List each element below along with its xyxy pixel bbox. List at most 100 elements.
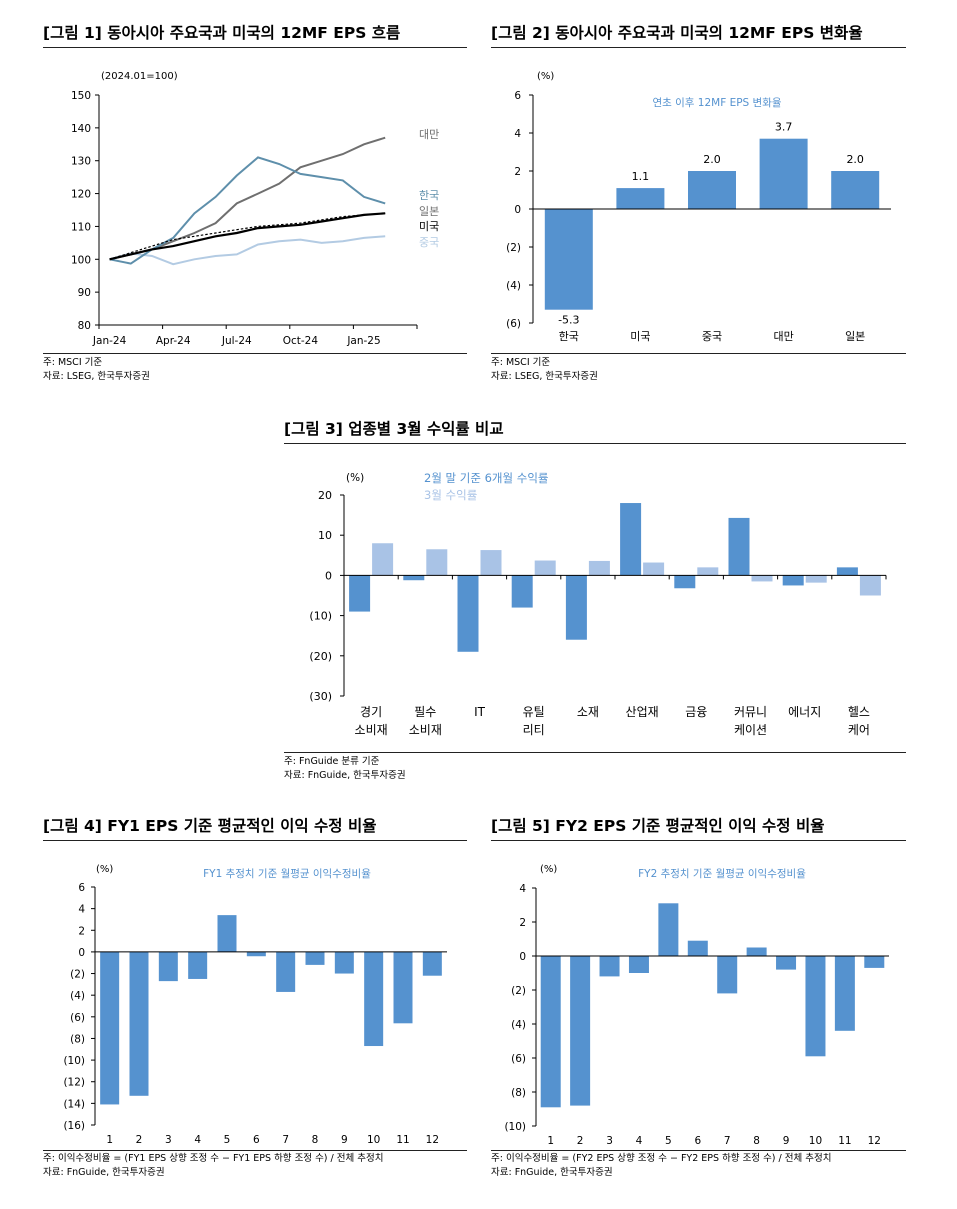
fig3-category-label: 필수 xyxy=(414,705,436,719)
fig3-category-label: 소비재 xyxy=(355,723,388,737)
fig4-bar xyxy=(334,951,354,974)
fig5-bar xyxy=(599,956,620,977)
fig1-y-tick-label: 130 xyxy=(71,156,91,168)
fig1-series-label: 미국 xyxy=(419,220,439,233)
fig5-category-label: 11 xyxy=(838,1135,851,1147)
fig3-category-label: 케어 xyxy=(848,723,870,737)
fig3-y-tick-label: 20 xyxy=(318,489,332,502)
fig2-category-label: 대만 xyxy=(773,330,793,343)
fig5-category-label: 6 xyxy=(694,1135,701,1147)
fig3-title-rule xyxy=(284,443,906,444)
fig1-series-line xyxy=(109,156,386,265)
fig1-title: [그림 1] 동아시아 주요국과 미국의 12MF EPS 흐름 xyxy=(43,24,401,42)
fig4-bar xyxy=(217,915,237,952)
fig3-bar xyxy=(751,575,773,582)
fig4-bar xyxy=(129,951,149,1096)
fig4-y-tick-label: 4 xyxy=(78,904,85,916)
fig4-bar xyxy=(422,951,442,976)
fig1-x-tick-label: Jul-24 xyxy=(221,335,252,347)
fig1-series-label: 중국 xyxy=(419,236,439,249)
fig5-bar xyxy=(687,940,708,956)
fig4-note: 주: 이익수정비율 = (FY1 EPS 상향 조정 수 − FY1 EPS 하… xyxy=(43,1153,384,1164)
fig5-category-label: 9 xyxy=(783,1135,790,1147)
fig3-category-label: 경기 xyxy=(360,705,382,719)
fig1-series-line xyxy=(109,212,386,261)
fig3-category-label: 에너지 xyxy=(788,705,821,719)
fig2-bar xyxy=(544,209,593,310)
fig3-y-tick-label: (20) xyxy=(309,650,332,663)
fig3-category-label: 유틸 xyxy=(523,705,545,719)
fig2-value-label: 1.1 xyxy=(632,170,650,183)
fig3-title: [그림 3] 업종별 3월 수익률 비교 xyxy=(284,420,504,438)
fig1-y-tick-label: 100 xyxy=(71,254,91,266)
fig3-note: 주: FnGuide 분류 기준 xyxy=(284,756,380,767)
fig3-bar xyxy=(674,575,696,589)
fig4-y-tick-label: (10) xyxy=(63,1055,85,1067)
fig3-y-tick-label: (10) xyxy=(309,610,332,623)
fig1-series-label: 일본 xyxy=(419,204,439,218)
fig2-chart: (%) 연초 이후 12MF EPS 변화율 6 4 2 0 (2) (4) (6) -5.3 한국… xyxy=(506,71,891,343)
fig5-bar xyxy=(805,956,826,1057)
fig5-y-tick-label: (8) xyxy=(511,1087,526,1099)
fig3-bar xyxy=(457,575,479,652)
fig4-category-label: 4 xyxy=(194,1134,201,1146)
fig3-bar xyxy=(697,567,719,576)
fig2-bottom-rule xyxy=(491,353,906,354)
fig5-bar xyxy=(658,903,679,956)
fig2-y-tick-label: 4 xyxy=(514,128,521,140)
fig4-category-label: 12 xyxy=(426,1134,439,1146)
fig3-bar xyxy=(643,562,665,576)
fig3-bar xyxy=(349,575,371,612)
fig3-y-tick-label: 0 xyxy=(325,569,332,582)
fig4-category-label: 10 xyxy=(367,1134,380,1146)
fig1-series-line xyxy=(109,235,386,266)
fig3-bar xyxy=(805,575,827,583)
fig5-bar xyxy=(717,956,738,994)
fig5-y-tick-label: 0 xyxy=(519,951,526,963)
fig1-chart: (2024.01=100) 80 90 100 110 120 130 140 150 Jan-2… xyxy=(71,71,439,347)
fig4-y-tick-label: (16) xyxy=(63,1120,85,1132)
fig2-y-tick-label: (2) xyxy=(506,242,521,254)
fig3-category-label: 헬스 xyxy=(848,705,870,719)
fig3-category-label: 소재 xyxy=(577,705,599,719)
fig2-note: 주: MSCI 기준 xyxy=(491,357,551,368)
fig3-panel: [그림 3] 업종별 3월 수익률 비교 xyxy=(284,418,906,444)
fig5-category-label: 12 xyxy=(868,1135,881,1147)
fig4-y-tick-label: (8) xyxy=(70,1033,85,1045)
fig4-bottom-rule xyxy=(43,1150,467,1151)
fig2-category-label: 미국 xyxy=(630,330,650,343)
fig5-y-tick-label: 2 xyxy=(519,917,526,929)
fig5-category-label: 8 xyxy=(753,1135,760,1147)
fig4-y-tick-label: 2 xyxy=(78,925,85,937)
fig4-category-label: 5 xyxy=(224,1134,231,1146)
fig1-title-rule xyxy=(43,47,467,48)
fig4-y-tick-label: (12) xyxy=(63,1077,85,1089)
fig1-y-tick-label: 140 xyxy=(71,123,91,135)
fig2-bar xyxy=(831,171,880,209)
fig1-y-tick-label: 120 xyxy=(71,189,91,201)
fig3-bar xyxy=(782,575,804,586)
fig3-bar xyxy=(534,560,556,576)
fig3-y-tick-label: (30) xyxy=(309,690,332,703)
fig5-panel: [그림 5] FY2 EPS 기준 평균적인 이익 수정 비율 xyxy=(491,815,906,841)
fig4-title-rule xyxy=(43,840,467,841)
fig4-title: [그림 4] FY1 EPS 기준 평균적인 이익 수정 비율 xyxy=(43,817,377,835)
fig2-y-tick-label: (6) xyxy=(506,318,521,330)
fig4-bar xyxy=(158,951,178,982)
fig5-title: [그림 5] FY2 EPS 기준 평균적인 이익 수정 비율 xyxy=(491,817,825,835)
fig2-panel: [그림 2] 동아시아 주요국과 미국의 12MF EPS 변화율 xyxy=(491,22,906,48)
fig4-category-label: 6 xyxy=(253,1134,260,1146)
fig1-bottom-rule xyxy=(43,353,467,354)
fig5-note: 주: 이익수정비율 = (FY2 EPS 상향 조정 수 − FY2 EPS 하… xyxy=(491,1153,832,1164)
fig1-note: 주: MSCI 기준 xyxy=(43,357,103,368)
fig1-y-tick-label: 110 xyxy=(71,221,91,233)
fig5-category-label: 5 xyxy=(665,1135,672,1147)
fig4-bar xyxy=(305,951,325,965)
fig2-y-tick-label: 0 xyxy=(514,204,521,216)
fig3-bottom-rule xyxy=(284,752,906,753)
fig2-title-rule xyxy=(491,47,906,48)
fig4-category-label: 1 xyxy=(106,1134,113,1146)
fig4-bar xyxy=(246,951,266,957)
fig5-y-tick-label: (4) xyxy=(511,1019,526,1031)
fig3-bar xyxy=(372,543,394,576)
